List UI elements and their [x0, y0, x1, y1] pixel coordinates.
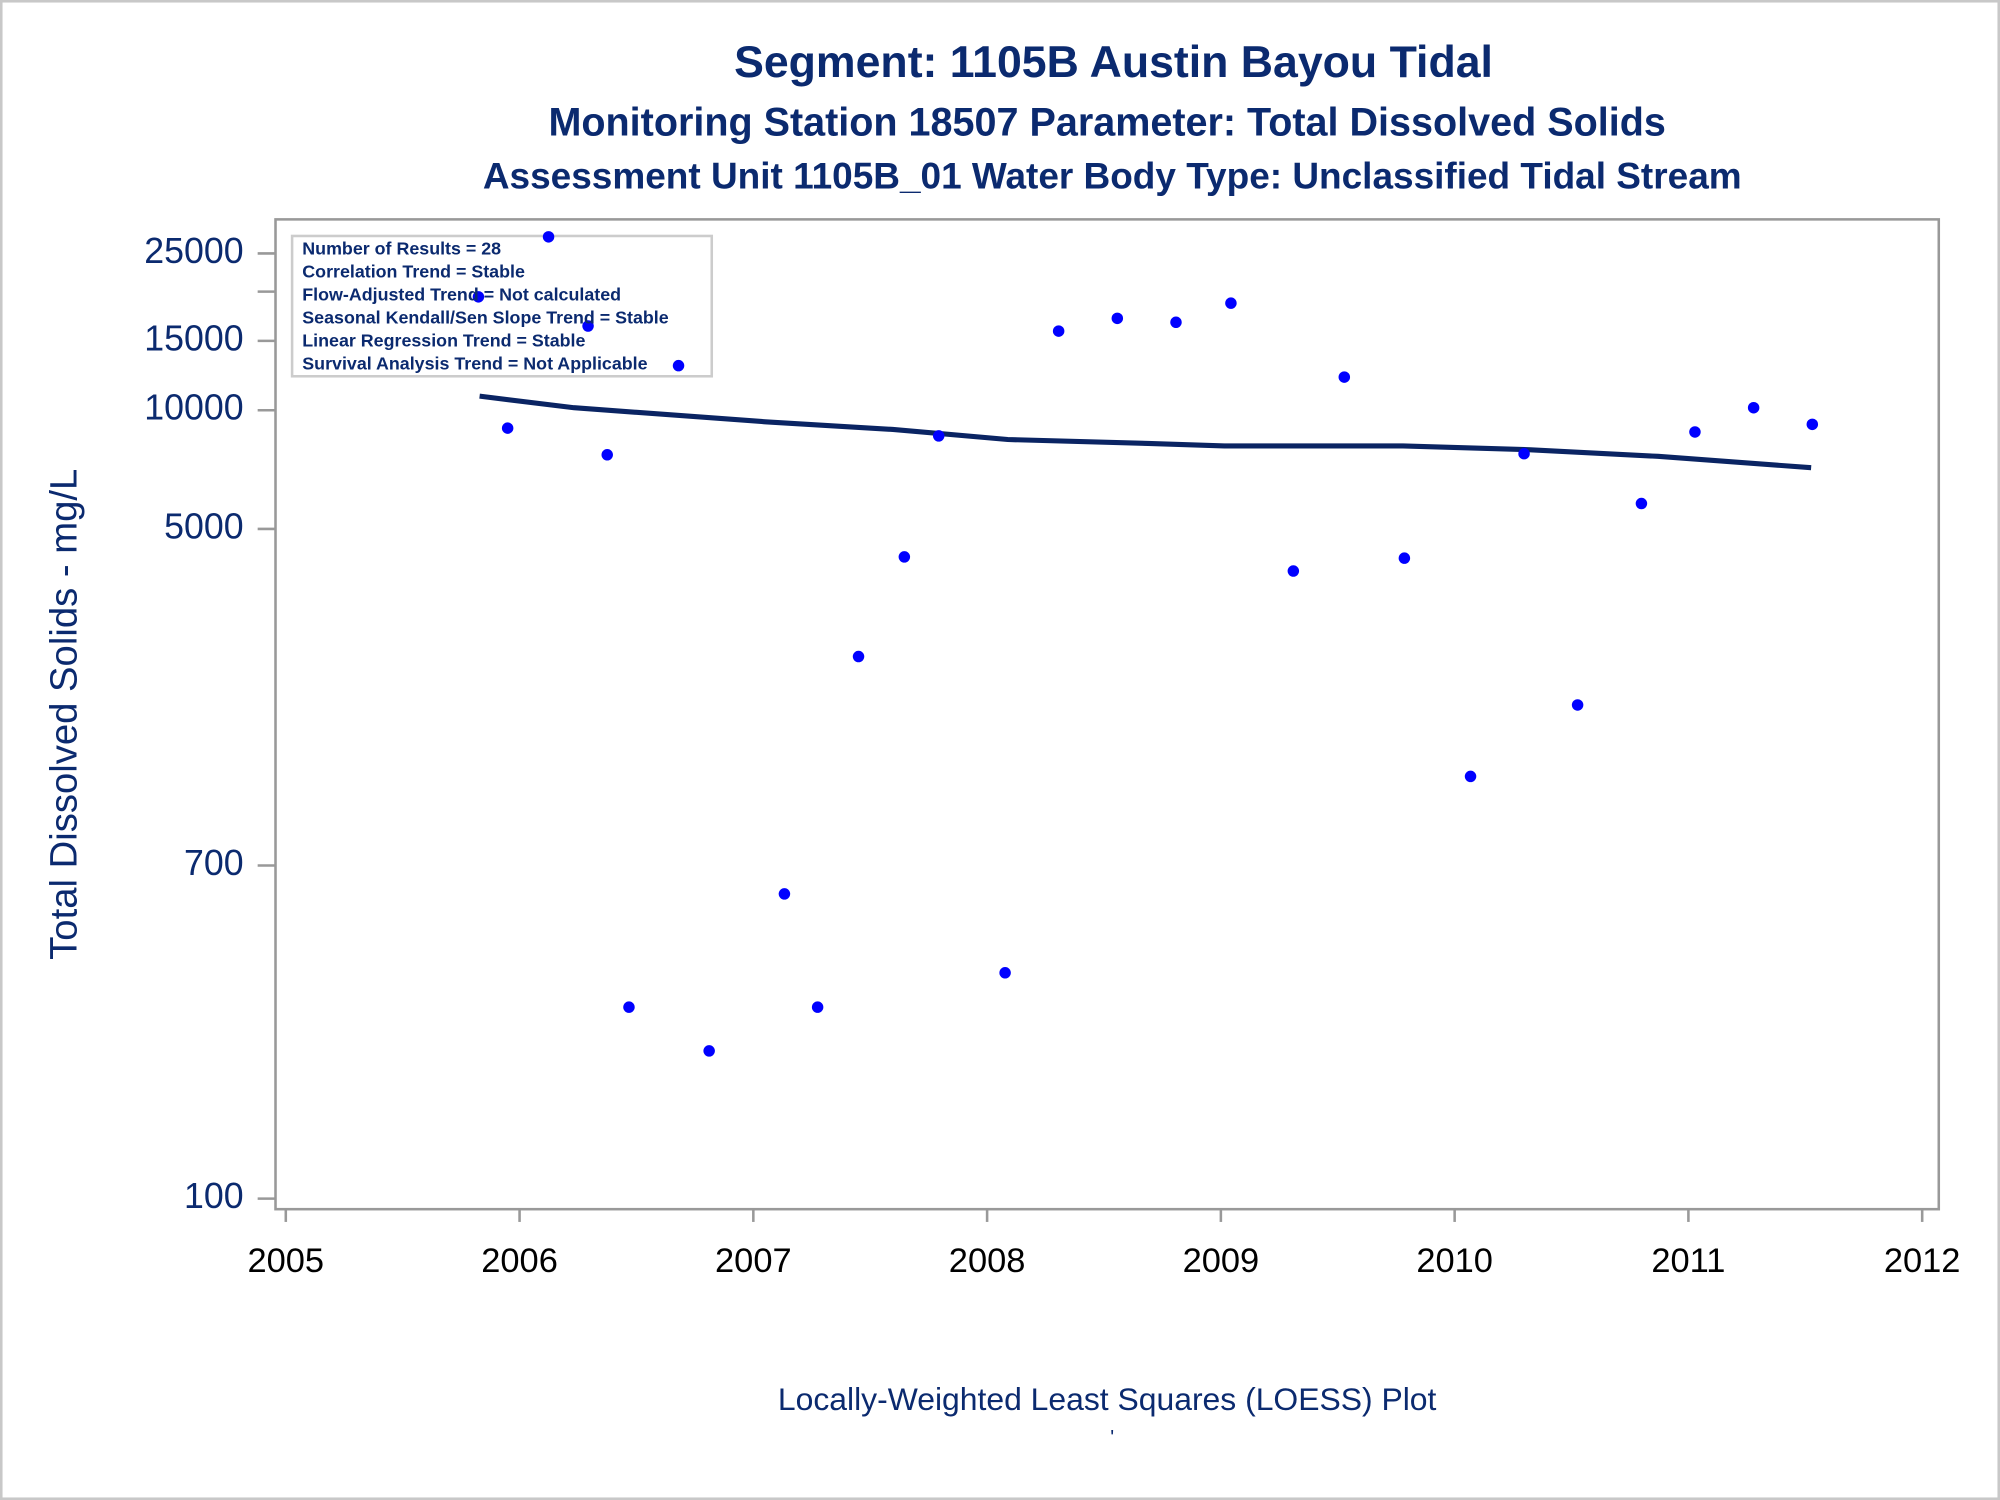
data-point	[703, 1045, 715, 1057]
stats-line: Flow-Adjusted Trend = Not calculated	[302, 285, 621, 305]
data-point	[1225, 297, 1237, 309]
y-tick-label: 100	[184, 1176, 244, 1216]
data-point	[1287, 565, 1300, 577]
stats-line: Linear Regression Trend = Stable	[302, 331, 585, 351]
stats-line: Correlation Trend = Stable	[302, 262, 525, 282]
data-point	[472, 291, 485, 303]
x-tick-label: 2007	[715, 1242, 792, 1280]
data-point	[1747, 401, 1760, 414]
data-point	[672, 359, 685, 372]
data-point	[1052, 325, 1065, 337]
data-point	[623, 1001, 635, 1013]
data-point	[601, 449, 613, 461]
chart-subtitle: Monitoring Station 18507 Parameter: Tota…	[548, 100, 1665, 144]
stats-line: Seasonal Kendall/Sen Slope Trend = Stabl…	[302, 308, 668, 328]
data-point	[1111, 312, 1124, 325]
x-tick-label: 2005	[248, 1242, 325, 1280]
footnote-mark: '	[1110, 1427, 1114, 1449]
y-tick-label: 700	[184, 843, 244, 883]
footnote: Locally-Weighted Least Squares (LOESS) P…	[778, 1381, 1437, 1417]
data-point	[1170, 316, 1182, 329]
stats-box	[290, 234, 714, 378]
data-point	[1338, 371, 1351, 383]
data-point	[1635, 497, 1648, 510]
y-tick-label: 25000	[144, 231, 243, 271]
y-tick-label: 5000	[164, 506, 243, 546]
data-point	[1518, 447, 1530, 460]
y-tick-label: 15000	[144, 318, 243, 358]
x-tick-label: 2008	[949, 1242, 1026, 1280]
data-point	[999, 967, 1011, 979]
x-tick-label: 2011	[1651, 1242, 1725, 1280]
data-point	[778, 888, 791, 900]
data-point	[898, 551, 911, 563]
chart-subtitle: Assessment Unit 1105B_01 Water Body Type…	[483, 155, 1742, 196]
stats-line: Number of Results = 28	[302, 239, 501, 259]
data-point	[1398, 552, 1411, 564]
data-point	[501, 422, 514, 434]
data-point	[1464, 770, 1477, 783]
data-point	[811, 1001, 824, 1013]
data-point	[1806, 418, 1819, 431]
data-point	[932, 430, 945, 442]
trend-line	[479, 393, 1812, 471]
data-point	[1571, 699, 1584, 711]
x-tick-label: 2009	[1183, 1242, 1260, 1280]
stats-line: Survival Analysis Trend = Not Applicable	[302, 354, 647, 374]
plot-area	[274, 218, 1941, 1211]
chart-title: Segment: 1105B Austin Bayou Tidal	[734, 38, 1493, 87]
data-point	[1689, 426, 1701, 438]
y-tick-label: 10000	[144, 388, 243, 428]
data-point	[852, 650, 865, 663]
data-point	[582, 320, 594, 332]
x-tick-label: 2012	[1884, 1242, 1961, 1280]
x-tick-label: 2006	[481, 1242, 558, 1280]
data-point	[542, 231, 555, 243]
x-tick-label: 2010	[1416, 1242, 1493, 1280]
y-axis-label: Total Dissolved Solids - mg/L	[42, 469, 85, 960]
